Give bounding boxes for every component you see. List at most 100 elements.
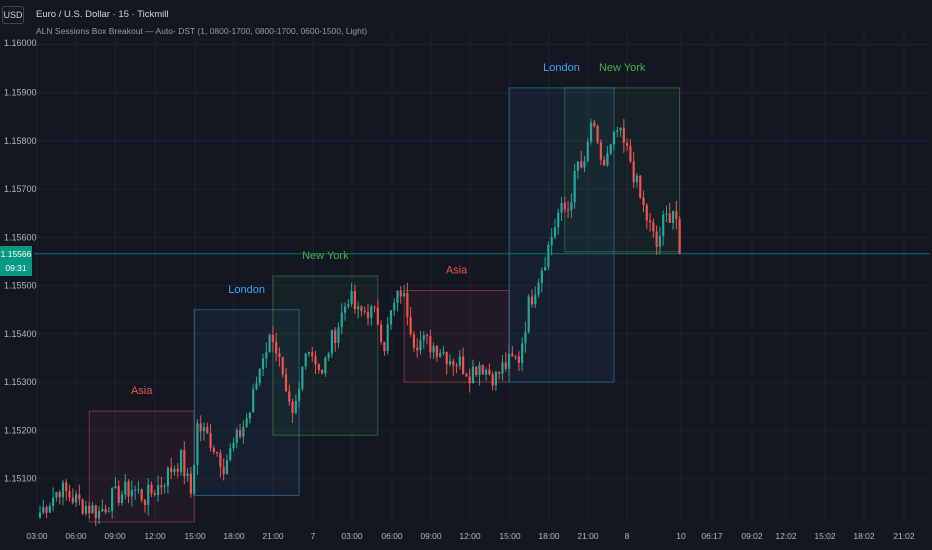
candle-body (494, 371, 498, 386)
price-axis[interactable]: 1.15900 1.15800 1.15700 1.15600 1.15500 1.154… (4, 88, 37, 484)
candle-body (357, 306, 360, 310)
candle-body (55, 492, 58, 498)
candle-body (652, 222, 655, 232)
candle-body (455, 365, 458, 367)
session-box-asia (88, 410, 195, 523)
candles (38, 118, 681, 527)
candle-body (488, 369, 491, 375)
candle-body (524, 331, 527, 344)
session-boxes (88, 87, 680, 523)
candle-body (648, 220, 652, 223)
candle-body (540, 270, 543, 283)
candle-body (481, 364, 484, 375)
candle-body (632, 161, 635, 183)
candle-body (235, 430, 238, 443)
candle-body (104, 509, 107, 513)
price-tick-label: 1.15700 (4, 184, 37, 194)
price-tick-label: 1.15400 (4, 329, 37, 339)
candle-body (671, 211, 675, 224)
candle-body (530, 296, 534, 305)
candle-body (626, 142, 629, 146)
candle-body (137, 489, 140, 491)
candle-body (311, 352, 314, 357)
candle-body (255, 383, 258, 390)
candle-body (471, 366, 475, 384)
candle-body (284, 374, 288, 392)
session-label-newyork: New York (599, 62, 646, 74)
chart-title[interactable]: Euro / U.S. Dollar · 15 · Tickmill (36, 9, 169, 20)
candle-body (580, 161, 583, 168)
session-box-newyork (272, 275, 379, 436)
price-tick-label: 1.15500 (4, 281, 37, 291)
candle-body (78, 494, 81, 500)
candle-body (507, 353, 511, 369)
candle-body (65, 482, 68, 492)
candle-body (658, 236, 662, 248)
time-axis[interactable]: 03:00 06:00 09:00 12:00 15:00 18:00 21:00 7 03:0… (26, 531, 915, 541)
candle-body (222, 466, 225, 474)
time-tick-label: 06:17 (701, 531, 723, 541)
candle-body (42, 507, 45, 513)
candle-body (399, 290, 402, 297)
candle-body (435, 346, 438, 357)
candle-body (465, 373, 468, 377)
candle-body (534, 295, 537, 305)
candle-body (609, 144, 612, 154)
candle-body (635, 175, 639, 183)
session-labels: Asia London New York Asia London New York (131, 62, 646, 397)
candle-body (340, 312, 343, 328)
session-label-newyork: New York (302, 250, 349, 262)
candle-body (612, 131, 616, 145)
candle-body (343, 306, 347, 313)
time-tick-label: 18:00 (223, 531, 245, 541)
candle-body (179, 450, 183, 472)
candle-body (553, 227, 557, 238)
candle-body (45, 507, 48, 513)
price-tick-label: 1.15600 (4, 232, 37, 242)
candle-body (599, 142, 602, 160)
candle-body (166, 467, 170, 487)
candle-body (478, 364, 481, 376)
candle-body (196, 423, 199, 466)
session-label-asia: Asia (131, 385, 153, 397)
candle-body (491, 374, 494, 386)
candle-body (462, 356, 465, 374)
candle-body (376, 307, 379, 325)
candle-body (97, 511, 101, 519)
candle-body (442, 351, 445, 354)
candle-body (288, 391, 291, 402)
candle-body (307, 352, 311, 354)
candle-body (416, 347, 419, 351)
candle-body (298, 388, 301, 401)
candle-body (622, 127, 625, 143)
session-label-london: London (228, 284, 265, 296)
time-tick-label: 12:00 (459, 531, 481, 541)
candle-body (173, 468, 176, 473)
time-tick-label: 21:00 (262, 531, 284, 541)
candle-body (245, 418, 248, 427)
candle-body (445, 351, 448, 365)
candle-body (275, 341, 278, 354)
time-tick-label: 09:00 (104, 531, 126, 541)
candle-body (252, 389, 255, 413)
candle-body (61, 482, 65, 498)
candle-body (504, 362, 507, 369)
bar-countdown: 09:31 (5, 262, 27, 273)
candle-body (170, 467, 173, 473)
candle-body (107, 511, 110, 513)
indicator-legend[interactable]: ALN Sessions Box Breakout — Auto- DST (1… (36, 26, 368, 36)
candle-body (291, 401, 294, 413)
candle-body (294, 400, 297, 413)
candle-body (432, 346, 435, 353)
candle-body (521, 343, 524, 364)
candle-body (153, 493, 156, 496)
candle-body (281, 357, 284, 375)
candle-body (114, 486, 117, 489)
candle-body (645, 205, 648, 221)
currency-button[interactable]: USD (2, 6, 24, 24)
candle-body (150, 484, 153, 494)
candle-body (501, 362, 504, 374)
candle-body (130, 489, 133, 497)
candle-body (573, 170, 576, 203)
